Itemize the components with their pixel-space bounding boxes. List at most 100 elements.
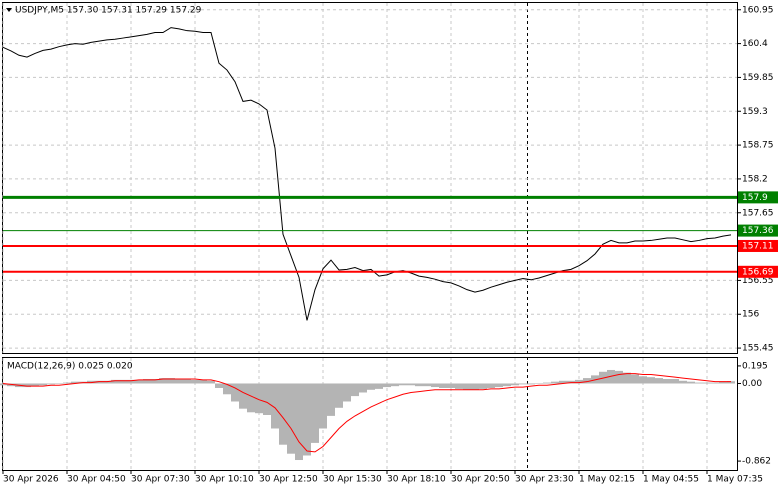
macd-bar xyxy=(623,372,631,384)
macd-bar xyxy=(127,379,135,384)
x-tick-label: 30 Apr 2026 xyxy=(3,475,59,485)
macd-bar xyxy=(639,376,647,384)
macd-bar xyxy=(175,378,183,384)
signal-line xyxy=(2,373,731,453)
macd-bar xyxy=(23,383,31,388)
level-label-box xyxy=(738,265,778,278)
macd-bar xyxy=(367,383,375,390)
macd-bar xyxy=(455,383,463,389)
plot-layer xyxy=(0,3,741,474)
macd-bar xyxy=(479,383,487,389)
y-tick-label: 155.45 xyxy=(742,344,774,354)
macd-bar xyxy=(447,383,455,388)
x-tick-label: 30 Apr 20:50 xyxy=(451,475,510,485)
y-tick-label: 160.95 xyxy=(742,5,774,15)
y-tick-label: -0.862 xyxy=(742,457,771,467)
y-tick-label: 0.195 xyxy=(742,361,768,371)
macd-bar xyxy=(655,378,663,384)
macd-bar xyxy=(55,383,63,384)
macd-bar xyxy=(151,378,159,384)
price-line xyxy=(2,27,732,321)
macd-bar xyxy=(543,382,551,384)
macd-bar xyxy=(519,383,527,385)
x-tick-label: 30 Apr 04:50 xyxy=(67,475,126,485)
y-tick-label: 159.85 xyxy=(742,73,774,83)
macd-bar xyxy=(439,383,447,388)
macd-bar xyxy=(231,383,239,402)
macd-bar xyxy=(687,381,695,384)
y-tick-label: 158.75 xyxy=(742,141,774,151)
macd-bar xyxy=(167,378,175,384)
macd-bar xyxy=(559,380,567,384)
y-tick-label: 0.00 xyxy=(742,379,762,389)
macd-bar xyxy=(319,383,327,429)
macd-bar xyxy=(679,380,687,384)
macd-bar xyxy=(487,383,495,388)
y-tick-label: 156.55 xyxy=(742,276,774,286)
macd-bar xyxy=(335,383,343,408)
macd-bar xyxy=(271,383,279,429)
macd-bar xyxy=(303,383,311,456)
macd-bar xyxy=(31,383,39,387)
macd-bar xyxy=(415,383,423,387)
macd-bar xyxy=(703,382,711,384)
level-label: 157.11 xyxy=(742,241,774,251)
macd-bar xyxy=(159,378,167,384)
macd-bar xyxy=(247,383,255,413)
macd-bar xyxy=(383,383,391,388)
y-tick-label: 156 xyxy=(742,310,759,320)
macd-bar xyxy=(647,377,655,384)
macd-bar xyxy=(407,383,415,386)
macd-bar xyxy=(311,383,319,443)
macd-bar xyxy=(199,379,207,384)
macd-bar xyxy=(207,380,215,384)
chart-title: USDJPY,M5 157.30 157.31 157.29 157.29 xyxy=(15,6,202,16)
macd-bar xyxy=(503,383,511,387)
macd-bar xyxy=(223,383,231,395)
x-tick-label: 30 Apr 23:30 xyxy=(515,475,574,485)
macd-bar xyxy=(191,379,199,384)
macd-bar xyxy=(711,382,719,384)
macd-bar xyxy=(119,379,127,384)
macd-bar xyxy=(551,381,559,384)
macd-bar xyxy=(663,378,671,384)
x-tick-label: 1 May 02:15 xyxy=(579,475,635,485)
macd-bar xyxy=(327,383,335,416)
price-frame xyxy=(2,2,738,354)
macd-bar xyxy=(255,383,263,414)
level-label-box xyxy=(738,191,778,204)
macd-bar xyxy=(359,383,367,393)
macd-bar xyxy=(431,383,439,388)
x-tick-label: 1 May 07:35 xyxy=(707,475,763,485)
macd-bar xyxy=(39,383,47,386)
level-label: 157.9 xyxy=(742,193,768,203)
macd-bar xyxy=(727,381,735,384)
macd-bar xyxy=(423,383,431,387)
macd-bar xyxy=(143,378,151,384)
macd-title: MACD(12,26,9) 0.025 0.020 xyxy=(7,362,133,372)
macd-bar xyxy=(399,383,407,386)
macd-bar xyxy=(0,383,7,386)
level-label-box xyxy=(738,224,778,237)
level-label: 156.69 xyxy=(742,267,774,277)
macd-bar xyxy=(279,383,287,445)
macd-bar xyxy=(575,379,583,384)
macd-bar xyxy=(583,378,591,384)
macd-bar xyxy=(343,383,351,402)
macd-bar xyxy=(63,382,71,384)
macd-bar xyxy=(671,378,679,384)
macd-bar xyxy=(695,382,703,384)
macd-bar xyxy=(287,383,295,454)
macd-bar xyxy=(719,381,727,384)
macd-bar xyxy=(535,383,543,384)
y-tick-label: 158.2 xyxy=(742,174,768,184)
x-tick-label: 30 Apr 15:30 xyxy=(323,475,382,485)
macd-bar xyxy=(391,383,399,387)
macd-bar xyxy=(263,383,271,415)
macd-bar xyxy=(375,383,383,389)
level-label: 157.36 xyxy=(742,226,774,236)
macd-bar xyxy=(351,383,359,397)
macd-bar xyxy=(527,383,535,385)
x-tick-label: 30 Apr 07:30 xyxy=(131,475,190,485)
